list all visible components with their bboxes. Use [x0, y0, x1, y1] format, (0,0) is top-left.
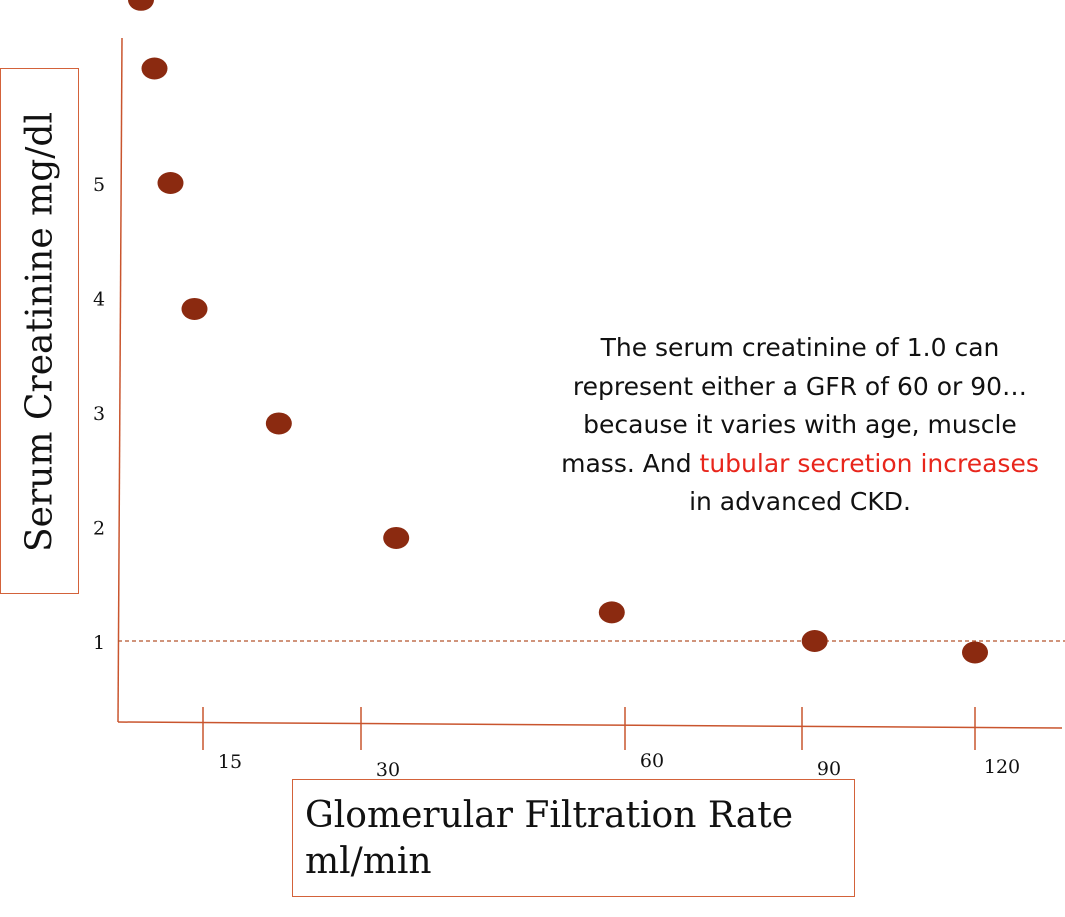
data-point-6 [383, 526, 410, 549]
annotation-text-part-2: in advanced CKD. [689, 487, 911, 516]
data-point-9 [962, 641, 988, 664]
x-tick-label-120: 120 [984, 756, 1020, 778]
y-tick-label-1: 1 [93, 632, 105, 654]
y-tick-label-5: 5 [93, 174, 105, 196]
y-tick-label-2: 2 [93, 518, 105, 540]
annotation-text-part-1: The serum creatinine of 1.0 can represen… [561, 333, 1028, 478]
annotation-highlight: tubular secretion increases [699, 448, 1039, 478]
y-axis-line [117, 37, 123, 723]
y-tick-label-3: 3 [93, 403, 105, 425]
tick-group: 15 30 60 90 120 1 2 3 4 5 [93, 174, 1020, 781]
data-point-3 [157, 172, 184, 194]
x-axis-label-box: Glomerular Filtration Rate ml/min [292, 779, 855, 897]
y-tick-label-4: 4 [93, 289, 105, 311]
data-point-1 [128, 0, 154, 11]
x-tick-label-30: 30 [376, 759, 400, 781]
x-tick-label-60: 60 [640, 750, 664, 772]
data-point-4 [181, 297, 208, 320]
x-axis-label-line-1: Glomerular Filtration Rate [305, 795, 794, 836]
x-axis-label: Glomerular Filtration Rate ml/min [305, 793, 854, 885]
y-axis-label-box: Serum Creatinine mg/dl [0, 68, 79, 594]
x-tick-label-15: 15 [218, 751, 242, 773]
point-group [128, 0, 988, 664]
x-axis-label-line-2: ml/min [305, 841, 432, 882]
data-point-8 [801, 630, 828, 652]
x-tick-label-90: 90 [817, 758, 841, 780]
data-point-2 [141, 57, 168, 80]
annotation-text: The serum creatinine of 1.0 can represen… [550, 329, 1050, 522]
data-point-7 [598, 601, 625, 624]
y-axis-label: Serum Creatinine mg/dl [19, 112, 61, 552]
x-axis-line [117, 721, 1063, 729]
data-point-5 [265, 412, 292, 435]
